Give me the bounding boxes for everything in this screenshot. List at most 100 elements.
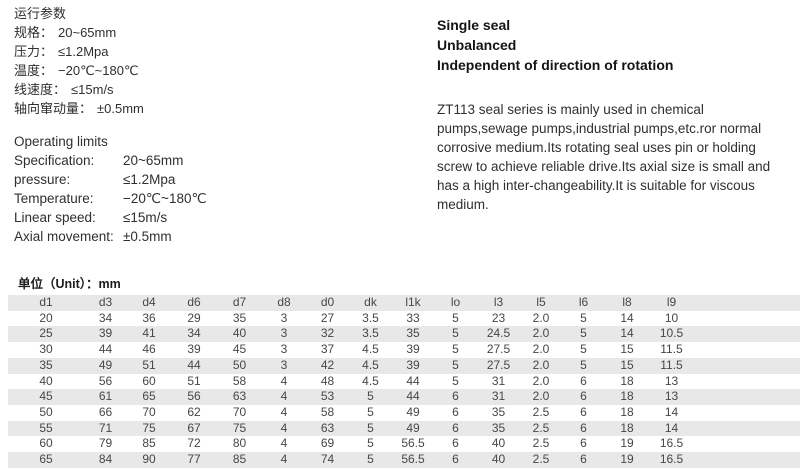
table-cell: 44	[406, 373, 420, 388]
table-cell: 56	[98, 373, 113, 388]
table-cell: 41	[142, 326, 156, 341]
row-filler	[694, 311, 800, 327]
table-cell: 18	[620, 373, 634, 388]
table-cell: 4.5	[362, 342, 379, 357]
param-row-pressure-cn: 压力： ≤1.2Mpa	[14, 42, 144, 61]
row-filler	[694, 436, 800, 452]
params-cn-title: 运行参数	[14, 6, 67, 21]
table-cell: 44	[187, 357, 201, 372]
table-cell: 35	[491, 420, 506, 435]
table-cell: 42	[320, 357, 335, 372]
table-cell: 27	[320, 310, 335, 325]
row-filler	[694, 374, 800, 390]
table-cell: 6	[580, 436, 587, 451]
table-cell: 34	[98, 310, 113, 325]
seal-features: Single seal Unbalanced Independent of di…	[437, 15, 673, 75]
table-cell: 56.5	[401, 452, 425, 467]
table-cell: 19	[620, 436, 634, 451]
table-cell: 62	[187, 404, 201, 419]
column-header: d8	[277, 295, 291, 309]
column-header: d0	[320, 295, 335, 309]
table-cell: 45	[232, 342, 247, 357]
table-cell: 14	[620, 326, 634, 341]
table-cell: 46	[142, 342, 156, 357]
param-value: ≤1.2Mpa	[58, 44, 109, 59]
param-row-temperature: Temperature: −20℃~180℃	[14, 189, 207, 208]
param-row-linear-speed: Linear speed: ≤15m/s	[14, 208, 207, 227]
table-cell: 11.5	[660, 342, 683, 357]
param-value: 20~65mm	[123, 153, 184, 168]
column-header: d3	[98, 295, 113, 309]
table-cell: 40	[491, 452, 506, 467]
table-cell: 4	[280, 373, 288, 388]
row-filler	[694, 452, 800, 468]
table-cell: 48	[320, 373, 335, 388]
table-cell: 58	[320, 404, 335, 419]
table-cell: 3.5	[362, 310, 379, 325]
row-filler	[694, 421, 800, 437]
table-cell: 3	[280, 357, 288, 372]
param-row-axial-movement: Axial movement: ±0.5mm	[14, 227, 207, 246]
table-cell: 5	[452, 342, 459, 357]
table-cell: 2.5	[532, 452, 550, 467]
table-row: 40 56 60 51 58 4 48 4.5 44 5 31 2.0 6 18 13	[8, 374, 800, 390]
table-cell: 27.5	[486, 357, 511, 372]
table-cell: 10	[664, 310, 679, 325]
table-cell: 34	[187, 326, 201, 341]
table-cell: 50	[232, 357, 247, 372]
column-header: d7	[232, 295, 247, 309]
param-value: ≤15m/s	[123, 210, 168, 225]
table-cell: 31	[491, 389, 506, 404]
param-row-temperature-cn: 温度： −20℃~180℃	[14, 61, 144, 80]
table-cell: 69	[320, 436, 335, 451]
table-cell: 5	[367, 452, 374, 467]
row-filler	[694, 342, 800, 358]
column-header: d1	[39, 295, 53, 309]
param-value: ≤15m/s	[71, 82, 114, 97]
row-filler	[694, 358, 800, 374]
table-cell: 6	[452, 452, 459, 467]
table-cell: 90	[142, 452, 156, 467]
table-cell: 6	[580, 452, 587, 467]
table-cell: 2.0	[532, 357, 550, 372]
table-cell: 6	[580, 389, 587, 404]
param-label: Linear speed:	[14, 210, 96, 225]
table-cell: 6	[580, 404, 587, 419]
table-cell: 29	[187, 310, 201, 325]
table-row: 30 44 46 39 45 3 37 4.5 39 5 27.5 2.0 5 15 11.5	[8, 342, 800, 358]
spec-table-header-row: d1 d3 d4 d6 d7 d8 d0 dk l1k lo l3 l5 l6 l8 l9	[8, 295, 800, 311]
param-label: 压力：	[14, 44, 54, 59]
table-cell: 10.5	[659, 326, 684, 341]
param-value: ≤1.2Mpa	[123, 172, 176, 187]
table-cell: 51	[187, 373, 201, 388]
table-cell: 71	[98, 420, 113, 435]
param-value: −20℃~180℃	[123, 191, 207, 206]
table-row: 65 84 90 77 85 4 74 5 56.5 6 40 2.5 6 19 16.5	[8, 452, 800, 468]
table-cell: 75	[232, 420, 247, 435]
table-cell: 49	[98, 357, 113, 372]
table-cell: 23	[491, 310, 506, 325]
table-cell: 15	[620, 357, 634, 372]
table-cell: 5	[367, 389, 374, 404]
table-cell: 55	[39, 420, 53, 435]
column-header: d4	[142, 295, 156, 309]
table-cell: 5	[452, 310, 459, 325]
table-cell: 50	[39, 404, 53, 419]
table-cell: 27.5	[486, 342, 511, 357]
table-cell: 45	[39, 389, 53, 404]
param-label: 轴向窜动量：	[14, 101, 93, 116]
table-cell: 5	[367, 436, 374, 451]
table-cell: 6	[580, 420, 587, 435]
table-cell: 85	[142, 436, 156, 451]
spec-table-body: 20 34 36 29 35 3 27 3.5 33 5 23 2.0 5 14 10 25 39 41 34 40 3…	[8, 311, 800, 468]
table-cell: 3	[280, 342, 288, 357]
table-cell: 39	[98, 326, 113, 341]
table-cell: 4	[280, 420, 288, 435]
table-cell: 63	[232, 389, 247, 404]
param-row-specification: Specification: 20~65mm	[14, 151, 207, 170]
table-cell: 5	[367, 404, 374, 419]
table-cell: 5	[580, 310, 587, 325]
table-row: 35 49 51 44 50 3 42 4.5 39 5 27.5 2.0 5 15 11.5	[8, 357, 800, 374]
table-cell: 36	[142, 310, 156, 325]
column-header: l9	[666, 295, 677, 309]
